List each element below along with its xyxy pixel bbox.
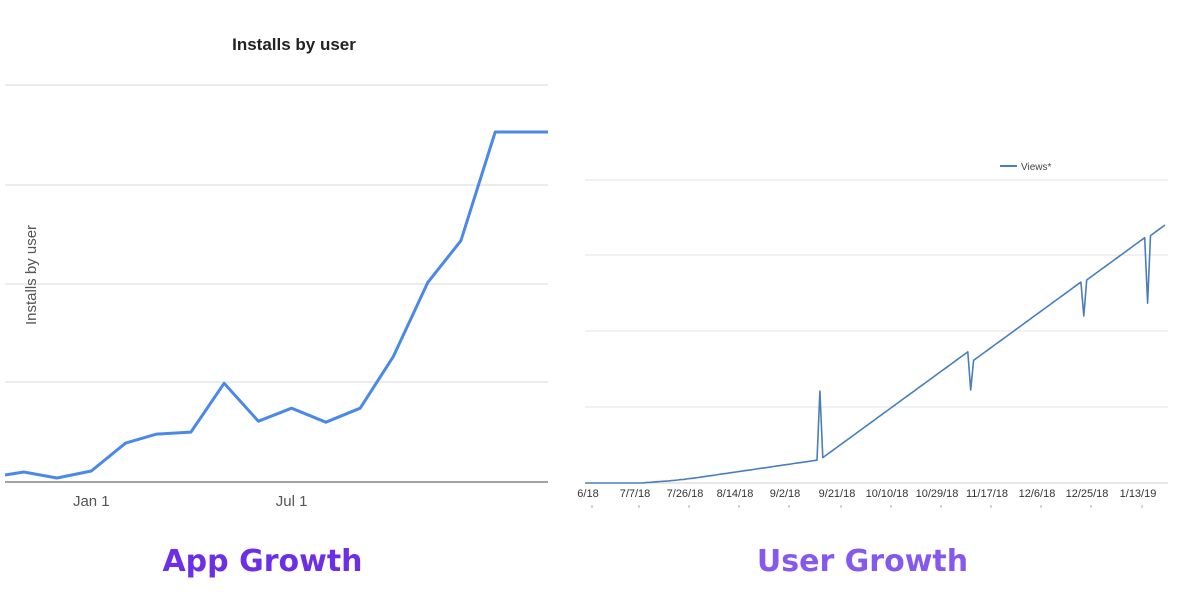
x-tick-label: 12/6/18 <box>1019 488 1056 500</box>
x-tick-label: 6/18 <box>577 488 598 500</box>
x-tick-label: 1/13/19 <box>1120 488 1157 500</box>
x-tick-label: 9/2/18 <box>770 488 801 500</box>
x-tick-label: 11/17/18 <box>966 488 1008 500</box>
x-tick-label: 10/10/18 <box>866 488 909 500</box>
installs-series-line <box>4 130 548 480</box>
user-growth-caption: User Growth <box>756 544 969 579</box>
y-axis-label: Installs by user <box>23 225 40 325</box>
x-tick-label: 7/7/18 <box>620 488 651 500</box>
legend-label: Views* <box>1021 162 1051 173</box>
views-chart: Views* 6/18 7/7/18 7/26/18 8/14/18 9/2/18 9/21… <box>577 162 1168 508</box>
x-tick-label: Jul 1 <box>276 493 308 510</box>
x-tick-label: 7/26/18 <box>667 488 704 500</box>
x-tick-label: 10/29/18 <box>916 488 959 500</box>
installs-chart-panel: Installs by user Installs by user Jan 1 Jul… <box>0 0 560 530</box>
x-tick-label: 9/21/18 <box>819 488 856 500</box>
views-chart-panel: Views* 6/18 7/7/18 7/26/18 8/14/18 9/2/18 9/21… <box>575 0 1200 530</box>
app-growth-caption: App Growth <box>162 544 363 579</box>
x-tick-label: 8/14/18 <box>717 488 754 500</box>
x-tick-label: 12/25/18 <box>1066 488 1109 500</box>
chart-title: Installs by user <box>232 35 356 54</box>
installs-chart: Installs by user Installs by user Jan 1 Jul… <box>4 35 548 510</box>
x-tick-label: Jan 1 <box>73 493 110 510</box>
views-series-line <box>585 224 1166 484</box>
